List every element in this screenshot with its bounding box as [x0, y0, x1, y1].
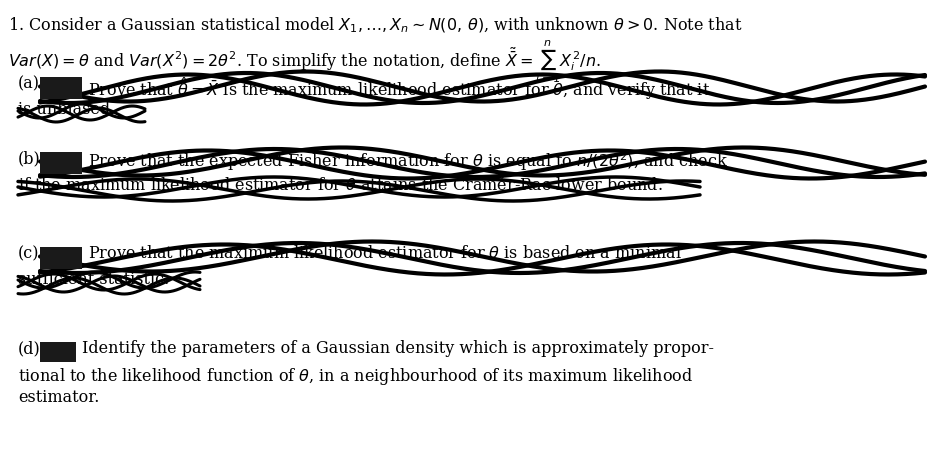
Bar — [40, 77, 82, 99]
Text: is unbiased.: is unbiased. — [18, 101, 115, 118]
Bar — [40, 247, 82, 269]
Text: sufficient statistic.: sufficient statistic. — [18, 271, 169, 288]
Text: Prove that the maximum likelihood estimator for $\theta$ is based on a minimal: Prove that the maximum likelihood estima… — [88, 245, 682, 262]
Text: Identify the parameters of a Gaussian density which is approximately propor-: Identify the parameters of a Gaussian de… — [82, 340, 714, 357]
Text: 1. Consider a Gaussian statistical model $X_1,\ldots,X_n \sim N(0,\, \theta)$, w: 1. Consider a Gaussian statistical model… — [8, 16, 742, 35]
Text: (a): (a) — [18, 75, 40, 92]
Text: (d): (d) — [18, 340, 40, 357]
Bar — [40, 152, 82, 174]
Text: Prove that the expected Fisher information for $\theta$ is equal to $n/(2\theta^: Prove that the expected Fisher informati… — [88, 150, 728, 173]
Text: if the maximum likelihood estimator for $\theta$ attains the Cramér-Rao lower bo: if the maximum likelihood estimator for … — [18, 176, 663, 194]
Text: Prove that $\hat{\theta} = \tilde{\bar{X}}$ is the maximum likelihood estimator : Prove that $\hat{\theta} = \tilde{\bar{X… — [88, 75, 710, 102]
Bar — [40, 342, 76, 362]
Text: (b): (b) — [18, 150, 40, 167]
Text: $Var(X) = \theta$ and $Var(X^2) = 2\theta^2$. To simplify the notation, define $: $Var(X) = \theta$ and $Var(X^2) = 2\thet… — [8, 38, 600, 85]
Text: tional to the likelihood function of $\theta$, in a neighbourhood of its maximum: tional to the likelihood function of $\t… — [18, 366, 693, 387]
Text: estimator.: estimator. — [18, 389, 99, 406]
Text: (c): (c) — [18, 245, 39, 262]
